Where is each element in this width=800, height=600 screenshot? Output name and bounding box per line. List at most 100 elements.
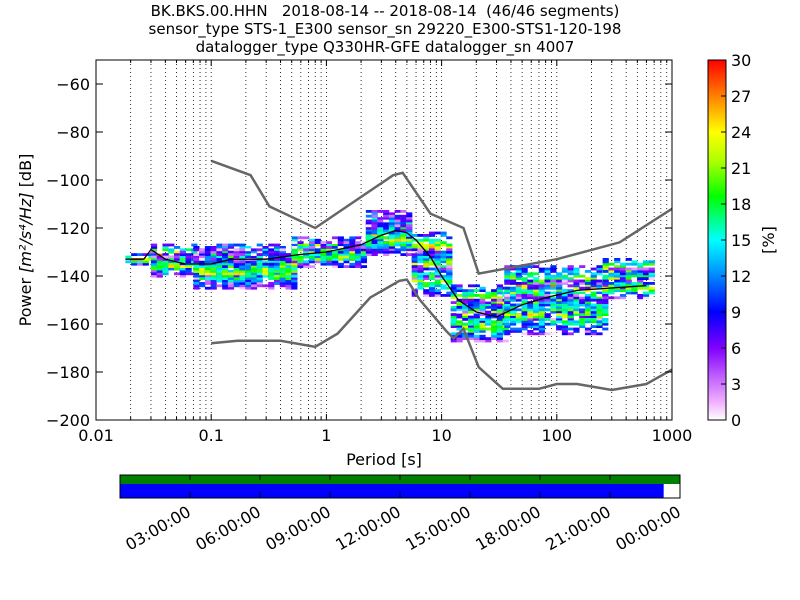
psd-bin	[349, 265, 356, 268]
psd-bin	[360, 243, 368, 247]
colorbar-tick-label: 24	[731, 123, 751, 142]
psd-bin	[468, 306, 475, 309]
psd-bin	[210, 272, 217, 276]
psd-bin	[233, 265, 240, 268]
psd-bin	[625, 286, 632, 290]
psd-bin	[291, 274, 298, 278]
psd-bin	[239, 248, 246, 252]
psd-bin	[527, 265, 534, 268]
psd-bin	[428, 231, 436, 235]
psd-bin	[462, 296, 469, 300]
psd-bin	[406, 226, 413, 230]
psd-bin	[504, 272, 511, 276]
psd-bin	[199, 274, 206, 278]
psd-bin	[440, 294, 447, 297]
psd-bin	[227, 243, 235, 247]
psd-bin	[538, 279, 545, 283]
psd-bin	[250, 284, 258, 288]
psd-bin	[279, 258, 286, 261]
psd-bin	[337, 238, 344, 242]
psd-bin	[590, 318, 597, 321]
psd-bin	[394, 224, 401, 228]
psd-bin	[521, 291, 528, 295]
psd-bin	[619, 277, 627, 280]
psd-bin	[479, 303, 486, 307]
psd-bin	[210, 282, 217, 285]
psd-bin	[446, 262, 453, 266]
psd-bin	[406, 238, 413, 242]
psd-bin	[355, 248, 362, 252]
psd-bin	[544, 279, 551, 283]
psd-bin	[239, 262, 246, 266]
psd-bin	[596, 298, 603, 302]
psd-bin	[456, 313, 463, 316]
psd-bin	[462, 337, 469, 340]
psd-bin	[538, 325, 545, 328]
psd-bin	[256, 277, 263, 280]
psd-bin	[262, 265, 269, 268]
psd-bin	[406, 229, 413, 232]
psd-bin	[423, 258, 430, 261]
psd-bin	[337, 253, 344, 256]
psd-bin	[417, 241, 424, 244]
psd-bin	[343, 260, 350, 264]
psd-bin	[614, 282, 621, 285]
psd-bin	[567, 310, 574, 314]
psd-bin	[544, 270, 551, 273]
psd-bin	[349, 248, 356, 252]
psd-bin	[383, 248, 390, 252]
psd-bin	[256, 253, 263, 256]
psd-bin	[250, 286, 258, 290]
psd-bin	[417, 248, 424, 252]
psd-bin	[602, 291, 609, 295]
psd-bin	[496, 337, 503, 340]
psd-bin	[227, 246, 235, 249]
psd-bin	[245, 282, 252, 285]
psd-bin	[491, 320, 498, 324]
psd-bin	[365, 248, 373, 252]
psd-bin	[262, 250, 269, 254]
psd-bin	[491, 296, 498, 300]
psd-bin	[320, 248, 327, 252]
psd-bin	[584, 303, 592, 307]
psd-bin	[590, 267, 597, 271]
psd-bin	[360, 241, 368, 244]
psd-bin	[400, 241, 407, 244]
psd-bin	[485, 339, 492, 343]
psd-bin	[579, 322, 586, 326]
psd-bin	[388, 234, 396, 237]
psd-bin	[556, 325, 563, 328]
psd-bin	[538, 284, 545, 288]
psd-bin	[179, 253, 186, 256]
psd-bin	[279, 284, 286, 288]
psd-bin	[596, 282, 603, 285]
psd-bin	[256, 243, 263, 247]
psd-bin	[515, 327, 522, 331]
psd-bin	[579, 310, 586, 314]
psd-bin	[544, 291, 551, 295]
psd-bin	[326, 248, 333, 252]
psd-bin	[631, 270, 638, 273]
psd-bin	[491, 313, 498, 316]
psd-bin	[199, 250, 206, 254]
psd-bin	[521, 310, 528, 314]
psd-bin	[162, 248, 169, 252]
psd-bin	[371, 222, 378, 225]
psd-bin	[590, 315, 597, 319]
psd-bin	[619, 282, 627, 285]
psd-bin	[510, 313, 517, 316]
psd-bin	[584, 282, 592, 285]
psd-bin	[510, 322, 517, 326]
psd-bin	[383, 219, 390, 223]
psd-bin	[510, 315, 517, 319]
psd-bin	[584, 284, 592, 288]
psd-bin	[150, 262, 158, 266]
psd-bin	[156, 260, 163, 264]
psd-bin	[538, 289, 545, 292]
psd-bin	[456, 286, 463, 290]
psd-bin	[456, 334, 463, 338]
psd-bin	[631, 267, 638, 271]
psd-bin	[440, 253, 447, 256]
psd-bin	[245, 250, 252, 254]
psd-bin	[371, 212, 378, 216]
